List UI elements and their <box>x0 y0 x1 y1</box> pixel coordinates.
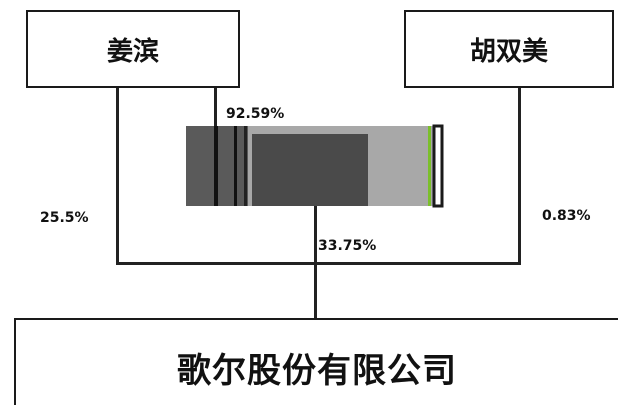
center-vertical-connector <box>314 205 317 318</box>
top-stake-label: 92.59% <box>226 106 285 122</box>
middle-block-stripe-2 <box>234 126 237 206</box>
middle-block-accent-green <box>428 126 431 206</box>
middle-block-dark-main <box>252 134 368 206</box>
left-vertical-connector <box>116 88 119 264</box>
shareholder-box-right: 胡双美 <box>404 10 614 88</box>
left-inner-connector <box>214 88 217 128</box>
middle-block-right-bracket <box>432 124 444 208</box>
right-vertical-connector <box>518 88 521 264</box>
right-stake-label: 0.83% <box>542 208 591 224</box>
middle-block-stripe-3 <box>244 126 247 206</box>
company-box-bottom: 歌尔股份有限公司 <box>14 318 618 405</box>
middle-stake-label: 33.75% <box>318 238 377 254</box>
horizontal-connector <box>116 262 521 265</box>
left-stake-label: 25.5% <box>40 210 89 226</box>
middle-block-stripe-1 <box>214 126 218 206</box>
company-name: 歌尔股份有限公司 <box>177 351 457 391</box>
shareholder-box-left: 姜滨 <box>26 10 240 88</box>
shareholder-left-name: 姜滨 <box>106 36 159 67</box>
shareholder-right-name: 胡双美 <box>469 36 548 67</box>
